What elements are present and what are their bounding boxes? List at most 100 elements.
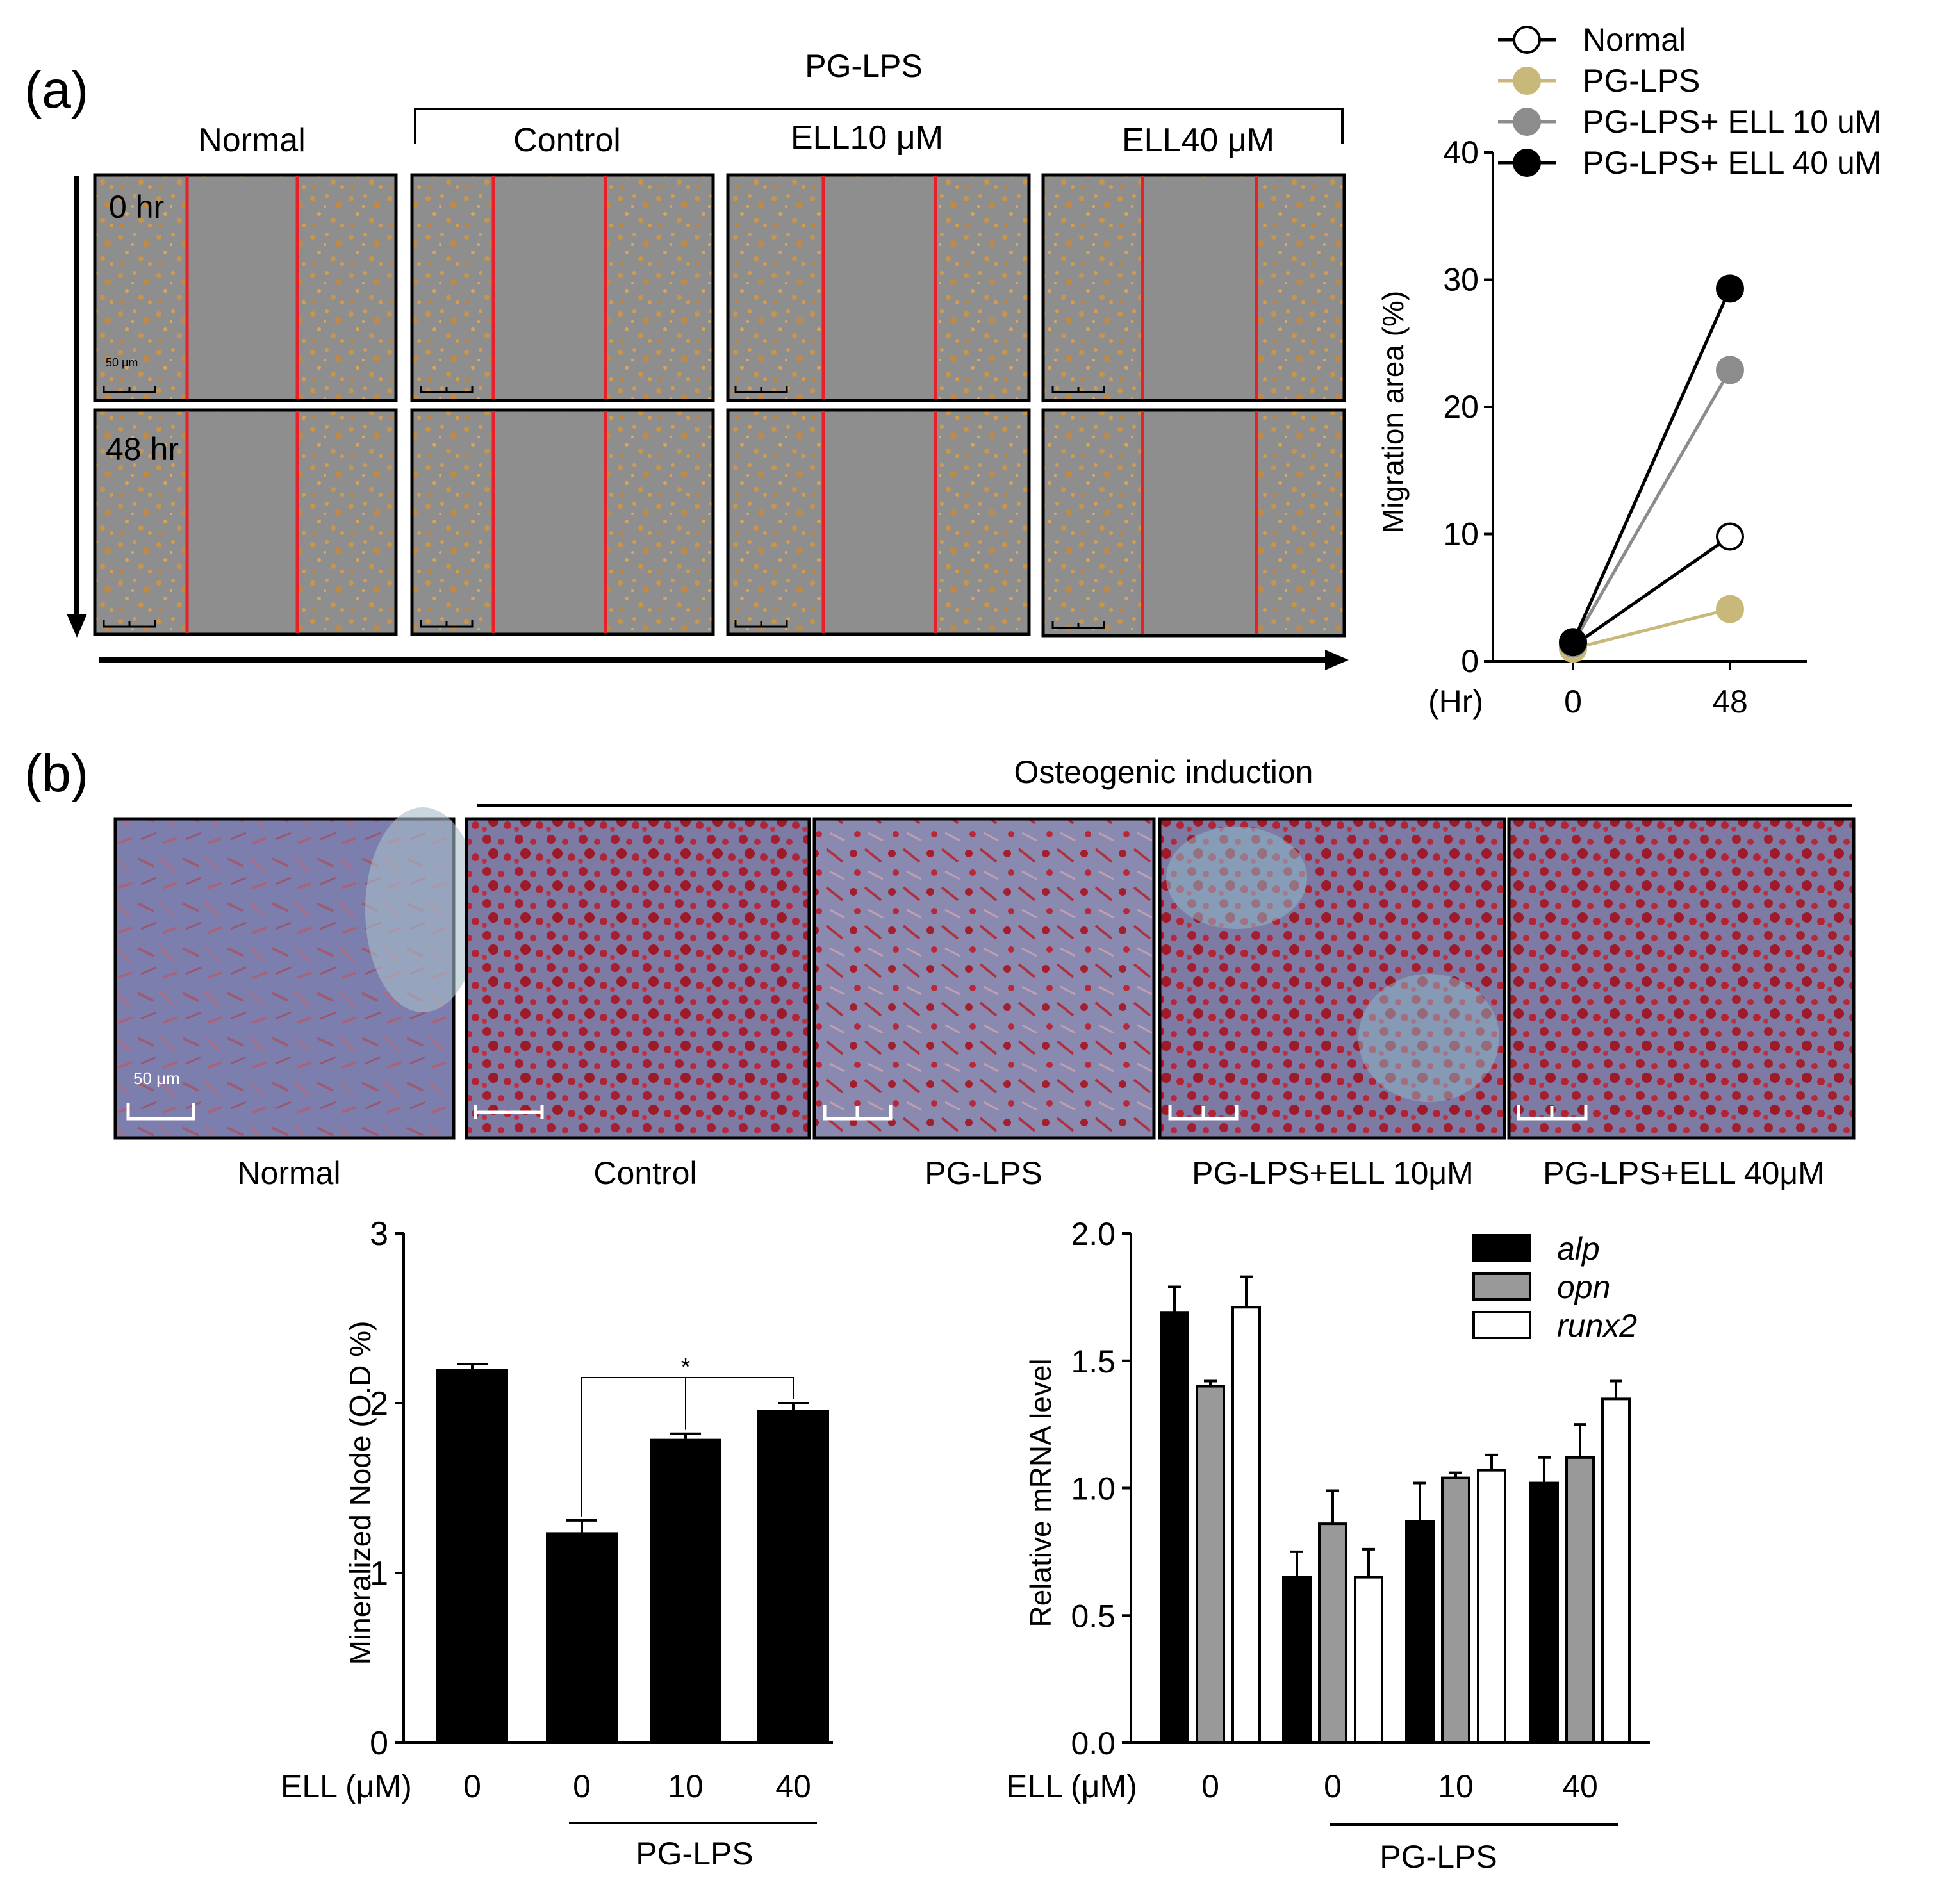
panel-a-col-ell10: ELL10 μM xyxy=(791,119,943,156)
panel-b-group-header: Osteogenic induction xyxy=(1014,754,1314,790)
mineral-y-tick-label: 0 xyxy=(370,1725,388,1762)
mrna-ylabel: Relative mRNA level xyxy=(1024,1358,1057,1627)
panel-b-col-normal: Normal xyxy=(237,1155,340,1191)
mrna-bar xyxy=(1441,1476,1470,1745)
panel-b-col-ell40: PG-LPS+ELL 40μM xyxy=(1543,1155,1825,1191)
mrna-x-tick-label: 0 xyxy=(1201,1768,1219,1804)
image-a-normal-0hr xyxy=(93,173,398,402)
mrna-bar xyxy=(1196,1385,1225,1744)
row-label-0hr: 0 hr xyxy=(109,189,164,225)
migration-xlabel: (Hr) xyxy=(1428,684,1483,720)
panel-a-label: (a) xyxy=(24,61,88,119)
mineral-y-tick-label: 3 xyxy=(370,1215,388,1253)
mrna-xprefix: ELL (μM) xyxy=(1006,1768,1137,1804)
mineral-x-tick-label: 0 xyxy=(573,1768,591,1804)
migration-point xyxy=(1716,522,1744,551)
mineral-significance-bracket xyxy=(581,1377,794,1517)
time-arrow-vertical xyxy=(67,176,87,638)
mrna-legend-label: alp xyxy=(1557,1231,1600,1267)
mrna-y-tick-label: 2.0 xyxy=(1071,1216,1116,1252)
image-a-control-48hr xyxy=(410,408,715,636)
migration-point xyxy=(1716,274,1744,303)
mrna-x-tick-label: 40 xyxy=(1562,1768,1598,1804)
row-label-48hr: 48 hr xyxy=(106,431,179,467)
panel-b-col-ell10: PG-LPS+ELL 10μM xyxy=(1192,1155,1474,1191)
mrna-legend-swatch xyxy=(1472,1272,1531,1301)
mrna-y-tick-label: 0.5 xyxy=(1071,1598,1116,1634)
panel-a-col-ell40: ELL40 μM xyxy=(1122,122,1274,159)
migration-point xyxy=(1716,356,1744,384)
mineral-bar xyxy=(757,1410,829,1743)
image-b-ell10 xyxy=(1158,817,1506,1140)
mrna-bar xyxy=(1565,1456,1595,1745)
mineral-y-tick-label: 2 xyxy=(370,1385,388,1422)
panel-b-label: (b) xyxy=(24,745,88,803)
mineral-group-label: PG-LPS xyxy=(636,1836,753,1872)
panel-b-col-pglps: PG-LPS xyxy=(925,1155,1042,1191)
mrna-bar xyxy=(1354,1576,1383,1744)
mrna-group-label: PG-LPS xyxy=(1379,1839,1497,1875)
migration-y-tick-label: 30 xyxy=(1443,262,1479,298)
mineral-bar xyxy=(436,1369,508,1743)
mrna-x-tick-label: 10 xyxy=(1438,1768,1474,1804)
migration-y-tick-label: 0 xyxy=(1461,643,1479,679)
migration-y-tick-label: 40 xyxy=(1443,135,1479,170)
mrna-bar xyxy=(1529,1481,1559,1745)
mrna-bar xyxy=(1282,1576,1312,1744)
panel-a-group-header: PG-LPS xyxy=(805,48,922,84)
migration-x-tick-label: 48 xyxy=(1712,684,1748,720)
image-b-normal xyxy=(113,807,481,1140)
image-b-ell40 xyxy=(1507,817,1856,1140)
mineral-ylabel: Mineralized Node (O.D %) xyxy=(343,1321,377,1665)
migration-point xyxy=(1559,628,1587,657)
migration-y-tick-label: 20 xyxy=(1443,389,1479,425)
image-a-ell10-0hr xyxy=(726,173,1031,402)
mrna-legend-swatch xyxy=(1472,1311,1531,1339)
migration-legend-marker xyxy=(1513,149,1541,177)
mrna-bar xyxy=(1318,1522,1347,1744)
migration-y-tick-label: 10 xyxy=(1443,516,1479,552)
migration-legend-label: PG-LPS xyxy=(1583,63,1700,99)
mrna-y-tick-label: 1.5 xyxy=(1071,1344,1116,1379)
migration-legend-label: Normal xyxy=(1583,22,1686,58)
mrna-y-tick-label: 0.0 xyxy=(1071,1725,1116,1761)
migration-legend-marker xyxy=(1513,108,1541,136)
mineral-y-tick-label: 1 xyxy=(370,1555,388,1592)
image-a-ell40-48hr xyxy=(1041,408,1346,638)
migration-ylabel: Migration area (%) xyxy=(1376,291,1410,533)
image-a-control-0hr xyxy=(410,173,715,402)
scale-bar-label-b: 50 μm xyxy=(133,1069,180,1088)
mrna-legend-label: opn xyxy=(1557,1269,1610,1305)
panel-a-col-control: Control xyxy=(513,122,621,159)
migration-legend-label: PG-LPS+ ELL 40 uM xyxy=(1583,145,1881,181)
migration-legend-marker xyxy=(1513,26,1541,54)
migration-series-line xyxy=(1571,369,1732,645)
migration-series-line xyxy=(1572,607,1731,650)
mrna-bar xyxy=(1160,1311,1189,1745)
time-arrow-horizontal xyxy=(99,650,1349,670)
scale-bar-label-a: 50 μm xyxy=(106,356,138,369)
panel-b-col-control: Control xyxy=(593,1155,696,1191)
scale-bars-a xyxy=(103,386,1105,629)
mineral-x-tick-label: 0 xyxy=(463,1768,481,1804)
mrna-bar xyxy=(1601,1397,1631,1744)
image-a-ell40-0hr xyxy=(1041,173,1346,402)
mrna-legend-label: runx2 xyxy=(1557,1308,1637,1344)
mrna-y-tick-label: 1.0 xyxy=(1071,1471,1116,1507)
migration-legend-label: PG-LPS+ ELL 10 uM xyxy=(1583,104,1881,140)
mrna-bar xyxy=(1477,1469,1506,1745)
panel-a-col-normal: Normal xyxy=(198,122,306,159)
migration-series-line xyxy=(1572,535,1731,648)
mineral-x-tick-label: 10 xyxy=(668,1768,704,1804)
mrna-bar xyxy=(1231,1306,1261,1744)
mineralized-chart: Mineralized Node (O.D %) ELL (μM) PG-LPS… xyxy=(281,1215,833,1872)
image-b-pglps xyxy=(812,817,1156,1140)
migration-chart: Migration area (%) (Hr) 0 10 20 30 40 0 48 Norm… xyxy=(1376,22,1881,720)
image-b-control xyxy=(465,817,811,1140)
migration-series-line xyxy=(1571,288,1732,643)
mineral-bar xyxy=(546,1532,618,1743)
mineral-xprefix: ELL (μM) xyxy=(281,1768,412,1804)
mrna-chart: Relative mRNA level ELL (μM) PG-LPS 0.0 0… xyxy=(1006,1216,1650,1875)
mrna-legend-swatch xyxy=(1472,1234,1531,1262)
migration-legend-marker xyxy=(1513,67,1541,95)
